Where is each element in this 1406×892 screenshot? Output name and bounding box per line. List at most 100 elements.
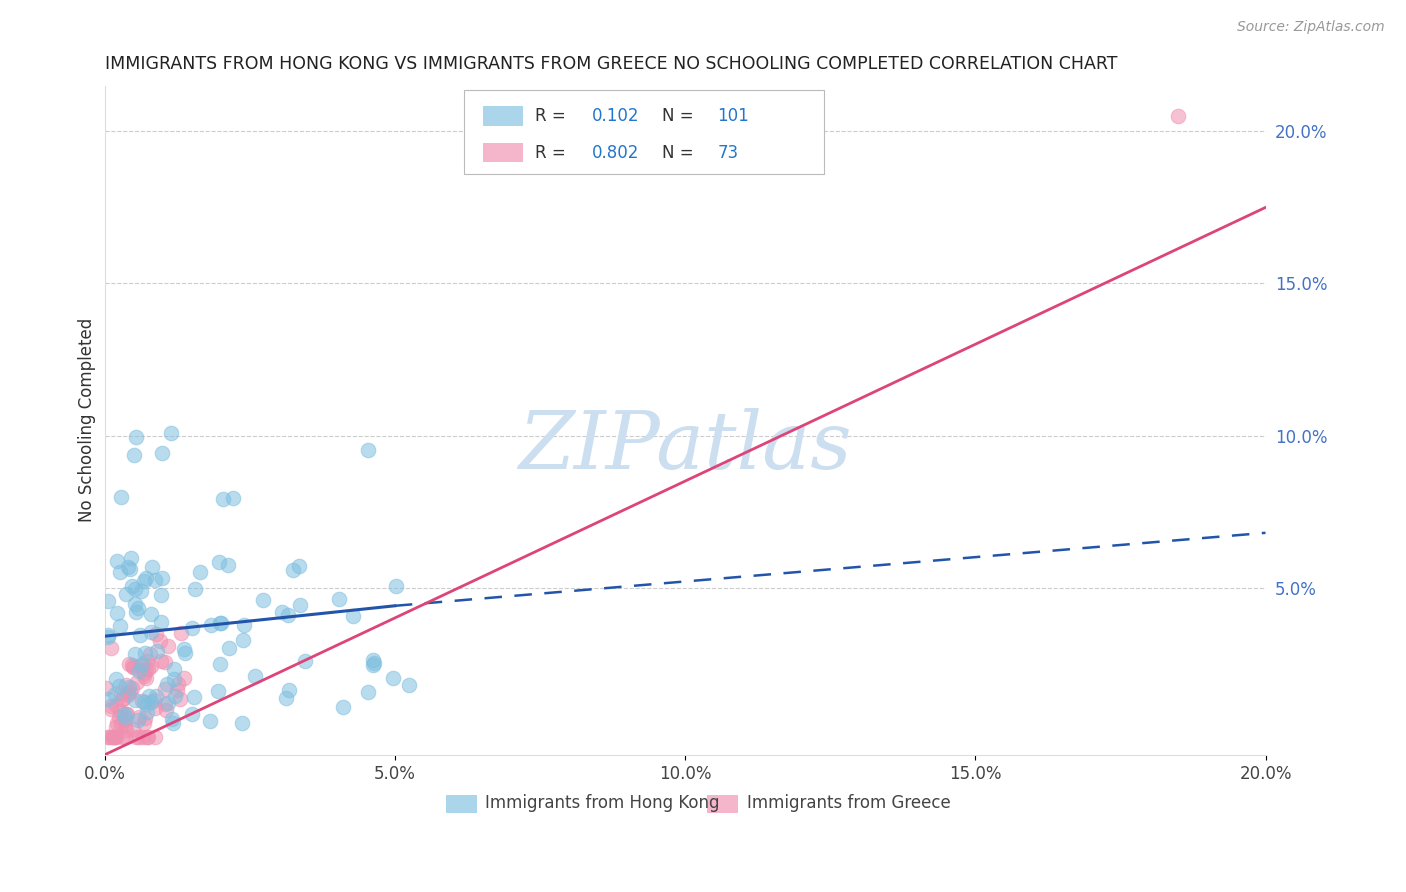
- Point: [160, 425, 183, 440]
- Point: [112, 706, 135, 721]
- Text: Immigrants from Greece: Immigrants from Greece: [747, 794, 950, 812]
- Point: [100, 698, 122, 713]
- Point: [183, 690, 205, 704]
- Point: [97, 628, 120, 642]
- Point: [143, 573, 166, 587]
- Point: [150, 654, 173, 668]
- Point: [105, 716, 128, 731]
- Point: [211, 491, 233, 506]
- Point: [252, 592, 274, 607]
- Point: [129, 584, 152, 599]
- Point: [110, 717, 132, 731]
- Point: [141, 560, 163, 574]
- Point: [384, 579, 406, 593]
- Point: [135, 671, 157, 685]
- Point: [125, 430, 148, 444]
- Point: [122, 448, 145, 462]
- Point: [332, 699, 354, 714]
- Point: [134, 669, 156, 683]
- Point: [209, 657, 232, 671]
- Point: [208, 615, 231, 630]
- FancyBboxPatch shape: [464, 90, 824, 174]
- Point: [128, 730, 150, 744]
- Point: [97, 730, 120, 744]
- Point: [136, 730, 159, 744]
- Point: [217, 558, 239, 572]
- Point: [231, 715, 253, 730]
- Point: [134, 715, 156, 730]
- Text: N =: N =: [662, 107, 699, 125]
- Point: [138, 662, 160, 676]
- Point: [134, 646, 156, 660]
- Point: [114, 714, 136, 728]
- Point: [232, 618, 254, 632]
- Point: [125, 675, 148, 690]
- Point: [208, 555, 231, 569]
- Point: [142, 693, 165, 707]
- Point: [105, 606, 128, 620]
- Point: [245, 669, 267, 683]
- Point: [121, 722, 143, 736]
- Point: [290, 599, 312, 613]
- Point: [165, 689, 187, 703]
- Point: [105, 730, 128, 744]
- Point: [129, 659, 152, 673]
- Point: [200, 617, 222, 632]
- Point: [117, 560, 139, 574]
- Point: [124, 693, 146, 707]
- Point: [181, 621, 204, 635]
- Point: [361, 658, 384, 673]
- Point: [103, 730, 125, 744]
- Point: [160, 712, 183, 726]
- Point: [124, 597, 146, 611]
- Point: [146, 643, 169, 657]
- Point: [209, 616, 232, 631]
- Text: Immigrants from Hong Kong: Immigrants from Hong Kong: [485, 794, 720, 812]
- Point: [281, 563, 304, 577]
- Point: [104, 720, 127, 734]
- Point: [139, 659, 162, 673]
- Point: [163, 662, 186, 676]
- Point: [156, 639, 179, 653]
- Point: [183, 582, 205, 597]
- Point: [169, 692, 191, 706]
- Point: [110, 491, 132, 505]
- Point: [139, 695, 162, 709]
- Point: [222, 491, 245, 505]
- Text: 101: 101: [717, 107, 749, 125]
- Text: 0.102: 0.102: [592, 107, 640, 125]
- Point: [131, 694, 153, 708]
- Point: [155, 703, 177, 717]
- Text: Source: ZipAtlas.com: Source: ZipAtlas.com: [1237, 20, 1385, 34]
- Point: [398, 678, 420, 692]
- Point: [120, 685, 142, 699]
- Point: [132, 695, 155, 709]
- Point: [96, 594, 118, 608]
- Point: [153, 697, 176, 711]
- Point: [143, 700, 166, 714]
- Point: [145, 689, 167, 703]
- Point: [132, 574, 155, 588]
- Point: [135, 662, 157, 676]
- Point: [120, 551, 142, 566]
- FancyBboxPatch shape: [484, 106, 523, 126]
- Point: [149, 588, 172, 602]
- Point: [342, 608, 364, 623]
- Point: [135, 730, 157, 744]
- Point: [363, 656, 385, 670]
- Point: [121, 658, 143, 673]
- Point: [134, 711, 156, 725]
- Point: [105, 672, 128, 686]
- Point: [108, 679, 131, 693]
- Point: [114, 710, 136, 724]
- Point: [101, 730, 124, 744]
- Point: [328, 591, 350, 606]
- Point: [108, 566, 131, 580]
- Point: [361, 653, 384, 667]
- Point: [96, 692, 118, 706]
- Point: [278, 682, 301, 697]
- Point: [218, 640, 240, 655]
- Point: [101, 730, 124, 744]
- Text: IMMIGRANTS FROM HONG KONG VS IMMIGRANTS FROM GREECE NO SCHOOLING COMPLETED CORRE: IMMIGRANTS FROM HONG KONG VS IMMIGRANTS …: [104, 55, 1118, 73]
- Point: [139, 647, 162, 661]
